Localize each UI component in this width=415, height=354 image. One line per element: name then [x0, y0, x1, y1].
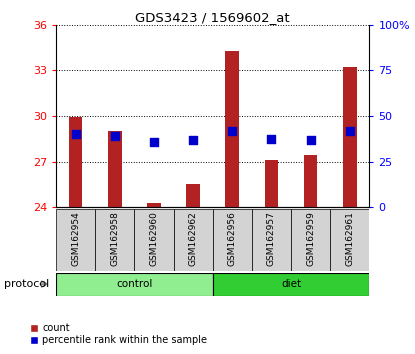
Bar: [95, 209, 134, 271]
Text: GSM162954: GSM162954: [71, 211, 80, 266]
Bar: [213, 273, 369, 296]
Bar: [252, 209, 291, 271]
Bar: [265, 160, 278, 207]
Bar: [330, 209, 369, 271]
Bar: [225, 51, 239, 207]
Title: GDS3423 / 1569602_at: GDS3423 / 1569602_at: [135, 11, 290, 24]
Bar: [186, 184, 200, 207]
Point: [229, 128, 236, 134]
Bar: [343, 67, 356, 207]
Bar: [56, 209, 95, 271]
Bar: [213, 209, 252, 271]
Legend: count, percentile rank within the sample: count, percentile rank within the sample: [26, 319, 211, 349]
Point: [268, 136, 275, 142]
Bar: [304, 155, 317, 207]
Bar: [173, 209, 213, 271]
Text: protocol: protocol: [4, 279, 49, 289]
Text: GSM162958: GSM162958: [110, 211, 119, 266]
Point: [112, 133, 118, 138]
Text: GSM162961: GSM162961: [345, 211, 354, 266]
Point: [72, 131, 79, 137]
Text: diet: diet: [281, 279, 301, 289]
Text: control: control: [116, 279, 153, 289]
Point: [190, 137, 196, 143]
Text: GSM162962: GSM162962: [188, 211, 198, 266]
Text: GSM162959: GSM162959: [306, 211, 315, 266]
Bar: [147, 202, 161, 207]
Bar: [56, 273, 213, 296]
Point: [347, 128, 353, 134]
Point: [151, 139, 157, 144]
Text: GSM162956: GSM162956: [228, 211, 237, 266]
Bar: [291, 209, 330, 271]
Bar: [134, 209, 173, 271]
Text: GSM162960: GSM162960: [149, 211, 159, 266]
Text: GSM162957: GSM162957: [267, 211, 276, 266]
Bar: [108, 131, 122, 207]
Point: [307, 137, 314, 143]
Bar: [69, 118, 83, 207]
